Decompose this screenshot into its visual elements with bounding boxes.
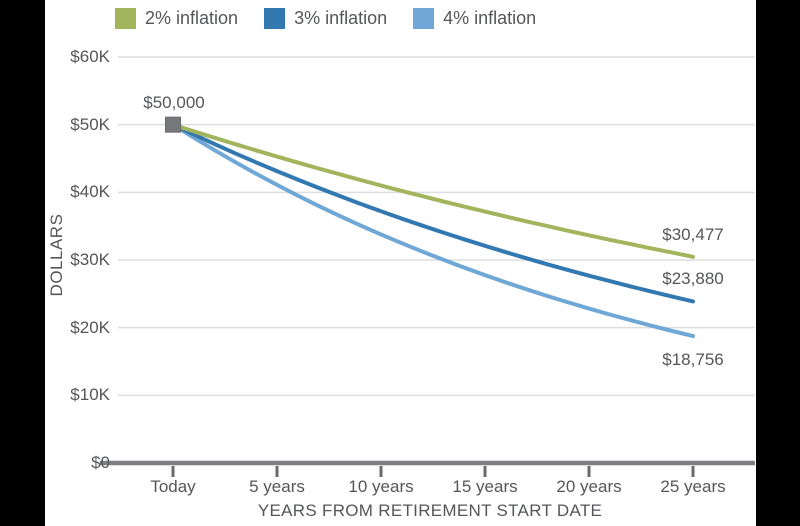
x-tick-label: 20 years — [556, 477, 622, 496]
x-tick-label: Today — [150, 477, 196, 496]
legend-swatch-icon — [115, 8, 136, 29]
chart-panel: 2% inflation 3% inflation 4% inflation $0 $… — [45, 0, 756, 526]
y-tick-label: $20K — [70, 317, 110, 337]
x-tick-label: 5 years — [249, 477, 305, 496]
y-tick-label: $0 — [91, 453, 110, 472]
legend-label: 4% inflation — [443, 8, 537, 28]
legend-item-2-inflation: 2% inflation — [115, 8, 238, 29]
legend-item-4-inflation: 4% inflation — [413, 8, 536, 29]
legend-swatch-icon — [413, 8, 435, 29]
x-tick-label: 15 years — [452, 477, 518, 496]
start-value-label: $50,000 — [143, 92, 205, 112]
end-value-label-3pct: $23,880 — [662, 269, 724, 289]
x-tick-label: 10 years — [348, 477, 414, 496]
y-tick-label: $40K — [70, 182, 110, 202]
inflation-line-chart — [100, 56, 755, 477]
legend-label: 3% inflation — [294, 8, 388, 28]
series-line-4pct — [171, 122, 695, 339]
y-axis-title: DOLLARS — [47, 213, 66, 297]
start-point-marker — [165, 116, 181, 133]
x-tick-label: 25 years — [660, 477, 726, 496]
y-tick-label: $60K — [70, 46, 110, 66]
legend-label: 2% inflation — [145, 8, 239, 28]
end-value-label-4pct: $18,756 — [662, 350, 724, 370]
legend-swatch-icon — [264, 8, 286, 29]
series-line-3pct — [171, 122, 695, 304]
y-tick-label: $10K — [70, 385, 110, 405]
end-value-label-2pct: $30,477 — [662, 224, 724, 244]
series-line-2pct — [171, 122, 695, 259]
y-tick-label: $50K — [70, 114, 110, 134]
legend-item-3-inflation: 3% inflation — [264, 8, 387, 29]
chart-legend: 2% inflation 3% inflation 4% inflation — [115, 8, 536, 29]
x-axis-title: YEARS FROM RETIREMENT START DATE — [257, 501, 603, 520]
y-tick-label: $30K — [70, 249, 110, 269]
